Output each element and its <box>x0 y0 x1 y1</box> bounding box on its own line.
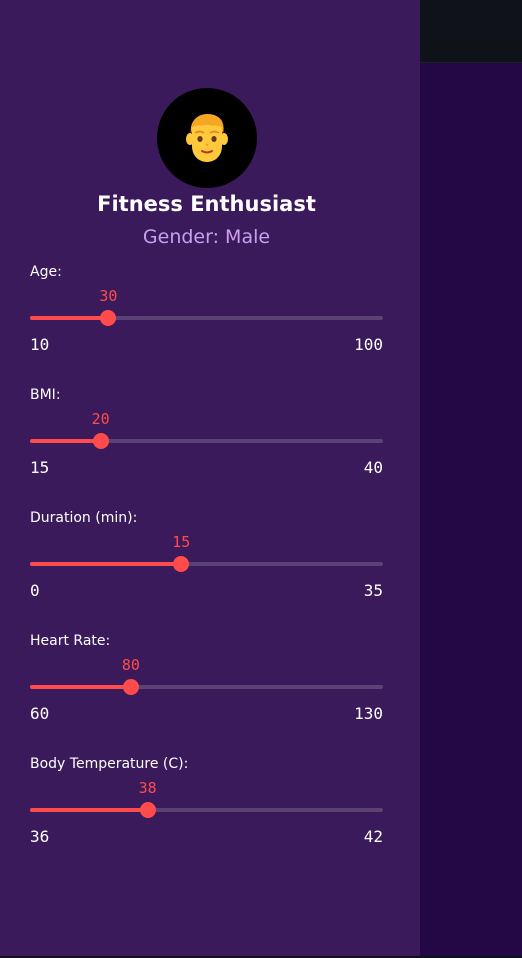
profile-title: Fitness Enthusiast <box>97 192 316 216</box>
slider-min-label: 10 <box>30 335 50 354</box>
bmi-slider[interactable]: BMI: 20 15 40 <box>30 387 383 495</box>
slider-thumb[interactable] <box>122 679 139 695</box>
slider-current-value: 80 <box>121 656 140 674</box>
main-content-area <box>420 0 522 958</box>
slider-thumb[interactable] <box>173 556 190 572</box>
slider-track[interactable] <box>30 439 383 443</box>
profile-gender: Gender: Male <box>142 226 271 248</box>
bottom-divider <box>0 956 522 958</box>
duration-slider[interactable]: Duration (min): 15 0 35 <box>30 510 383 618</box>
slider-min-label: 15 <box>30 458 50 477</box>
body-temperature-slider[interactable]: Body Temperature (C): 38 36 42 <box>30 756 383 864</box>
slider-max-label: 35 <box>363 581 383 600</box>
slider-max-label: 40 <box>363 458 383 477</box>
slider-max-label: 100 <box>354 335 383 354</box>
app-header <box>420 0 522 63</box>
heart-rate-slider[interactable]: Heart Rate: 80 60 130 <box>30 633 383 741</box>
slider-current-value: 38 <box>138 779 157 797</box>
slider-label: Heart Rate: <box>30 633 111 649</box>
slider-label: Duration (min): <box>30 510 138 526</box>
slider-current-value: 20 <box>91 410 110 428</box>
slider-thumb[interactable] <box>92 433 109 449</box>
slider-fill <box>30 316 109 320</box>
age-slider[interactable]: Age: 30 10 100 <box>30 264 383 372</box>
slider-current-value: 30 <box>99 287 118 305</box>
slider-min-label: 0 <box>30 581 40 600</box>
slider-track[interactable] <box>30 808 383 812</box>
slider-fill <box>30 808 148 812</box>
slider-fill <box>30 685 131 689</box>
slider-max-label: 42 <box>363 827 383 846</box>
slider-thumb[interactable] <box>100 310 117 326</box>
slider-label: Body Temperature (C): <box>30 756 189 772</box>
slider-track[interactable] <box>30 562 383 566</box>
slider-min-label: 36 <box>30 827 50 846</box>
slider-track[interactable] <box>30 685 383 689</box>
slider-max-label: 130 <box>354 704 383 723</box>
slider-fill <box>30 562 182 566</box>
slider-min-label: 60 <box>30 704 50 723</box>
sidebar: Fitness Enthusiast Gender: Male Age: 30 … <box>0 0 420 956</box>
slider-fill <box>30 439 101 443</box>
slider-label: Age: <box>30 264 62 280</box>
man-face-icon <box>186 114 228 162</box>
avatar <box>157 88 257 188</box>
slider-label: BMI: <box>30 387 61 403</box>
slider-current-value: 15 <box>172 533 191 551</box>
slider-track[interactable] <box>30 316 383 320</box>
slider-thumb[interactable] <box>139 802 156 818</box>
